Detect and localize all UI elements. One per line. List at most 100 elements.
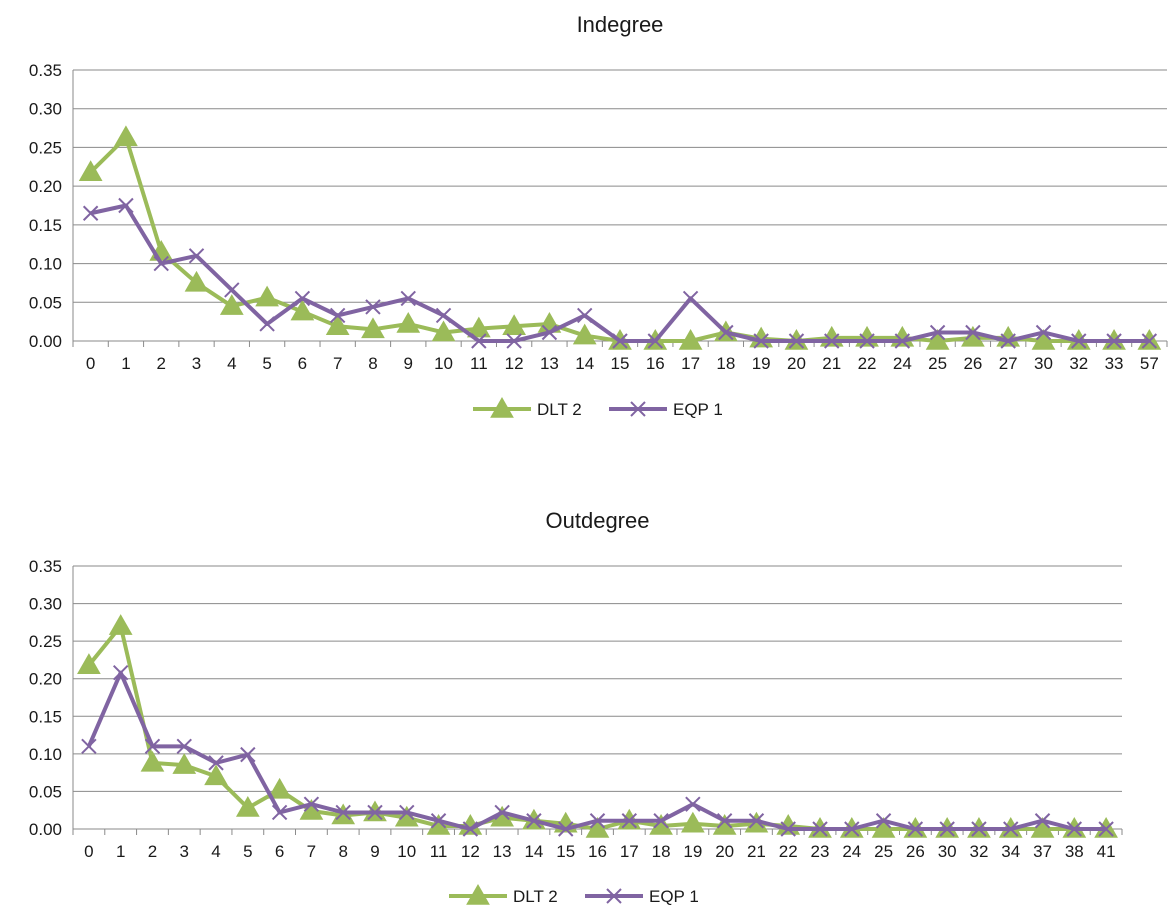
x-tick-label: 13 [540, 354, 559, 373]
data-point-dlt-2 [961, 325, 985, 347]
x-tick-label: 10 [397, 842, 416, 861]
data-point-eqp-1 [144, 738, 161, 755]
data-point-eqp-1 [1003, 821, 1019, 837]
data-point-dlt-2 [431, 320, 456, 342]
x-tick-label: 32 [969, 842, 988, 861]
x-tick-label: 25 [874, 842, 893, 861]
x-marker-stroke [240, 746, 256, 763]
x-marker-stroke [1106, 333, 1122, 349]
y-tick-label: 0.20 [29, 177, 62, 196]
x-marker-stroke [144, 738, 161, 755]
data-point-eqp-1 [112, 664, 129, 681]
x-tick-label: 21 [822, 354, 841, 373]
x-marker-stroke [367, 804, 383, 821]
data-point-eqp-1 [367, 804, 383, 821]
x-marker-stroke [271, 804, 288, 821]
x-tick-label: 15 [611, 354, 630, 373]
data-point-eqp-1 [824, 333, 840, 349]
data-point-eqp-1 [971, 821, 987, 837]
data-point-dlt-2 [361, 317, 385, 339]
data-point-eqp-1 [653, 813, 669, 829]
data-point-eqp-1 [176, 738, 192, 755]
x-tick-label: 17 [681, 354, 700, 373]
data-point-dlt-2 [394, 805, 419, 827]
x-tick-label: 17 [620, 842, 639, 861]
data-point-eqp-1 [859, 333, 875, 349]
x-tick-label: 34 [1001, 842, 1020, 861]
x-marker-stroke [780, 821, 796, 837]
x-tick-label: 2 [156, 354, 165, 373]
x-tick-label: 26 [963, 354, 982, 373]
x-tick-label: 24 [842, 842, 861, 861]
data-point-eqp-1 [153, 255, 169, 272]
x-marker-stroke [824, 333, 840, 349]
legend-marker-dlt-2 [466, 883, 490, 905]
x-tick-label: 26 [906, 842, 925, 861]
x-tick-label: 37 [1033, 842, 1052, 861]
data-point-dlt-2 [219, 294, 244, 315]
x-tick-label: 4 [211, 842, 220, 861]
x-marker-stroke [294, 290, 311, 307]
y-tick-label: 0.20 [29, 670, 62, 689]
x-tick-label: 12 [505, 354, 524, 373]
x-marker-stroke [844, 821, 860, 837]
x-marker-stroke [606, 888, 622, 904]
data-point-dlt-2 [172, 753, 197, 774]
x-tick-label: 6 [298, 354, 307, 373]
data-point-eqp-1 [1141, 333, 1158, 349]
x-marker-stroke [365, 299, 381, 315]
y-tick-label: 0.15 [29, 216, 62, 235]
x-tick-label: 7 [307, 842, 316, 861]
x-marker-stroke [462, 821, 479, 837]
data-point-eqp-1 [506, 333, 522, 349]
x-marker-stroke [1035, 324, 1052, 341]
x-marker-stroke [812, 821, 828, 837]
x-marker-stroke [208, 755, 224, 771]
x-marker-stroke [335, 804, 351, 821]
x-tick-label: 22 [858, 354, 877, 373]
data-point-eqp-1 [399, 804, 415, 821]
x-tick-label: 9 [370, 842, 379, 861]
x-marker-stroke [612, 333, 628, 349]
legend: DLT 2 EQP 1 [449, 883, 699, 906]
x-tick-label: 2 [148, 842, 157, 861]
data-point-eqp-1 [188, 248, 205, 264]
x-tick-label: 30 [1034, 354, 1053, 373]
data-point-eqp-1 [907, 821, 924, 837]
legend-label: EQP 1 [673, 400, 723, 419]
x-marker-stroke [153, 255, 169, 272]
x-tick-label: 22 [779, 842, 798, 861]
data-point-dlt-2 [235, 795, 260, 817]
x-tick-label: 41 [1097, 842, 1116, 861]
data-point-dlt-2 [1031, 328, 1056, 350]
data-point-eqp-1 [753, 333, 769, 349]
y-tick-label: 0.25 [29, 632, 62, 651]
x-marker-stroke [875, 813, 892, 829]
y-tick-label: 0.10 [29, 255, 62, 274]
x-marker-stroke [259, 316, 275, 332]
data-point-dlt-2 [502, 314, 526, 336]
x-tick-label: 1 [121, 354, 130, 373]
data-point-eqp-1 [1035, 324, 1052, 341]
x-marker-stroke [929, 324, 946, 341]
x-marker-stroke [1003, 821, 1019, 837]
data-point-eqp-1 [329, 307, 346, 324]
chart-title: Indegree [577, 12, 664, 37]
x-marker-stroke [118, 197, 134, 214]
x-tick-label: 6 [275, 842, 284, 861]
data-point-dlt-2 [396, 311, 421, 333]
data-point-eqp-1 [894, 333, 911, 349]
data-point-eqp-1 [647, 333, 663, 349]
x-tick-label: 23 [811, 842, 830, 861]
data-point-eqp-1 [788, 333, 805, 349]
y-tick-label: 0.30 [29, 100, 62, 119]
x-marker-stroke [81, 738, 97, 755]
x-marker-stroke [965, 324, 981, 341]
data-point-eqp-1 [1000, 333, 1016, 349]
series-eqp-1 [82, 197, 1158, 349]
series-line-eqp-1 [90, 203, 1150, 343]
data-point-eqp-1 [435, 307, 452, 324]
x-marker-stroke [716, 813, 733, 829]
y-tick-label: 0.00 [29, 332, 62, 351]
x-tick-label: 18 [716, 354, 735, 373]
